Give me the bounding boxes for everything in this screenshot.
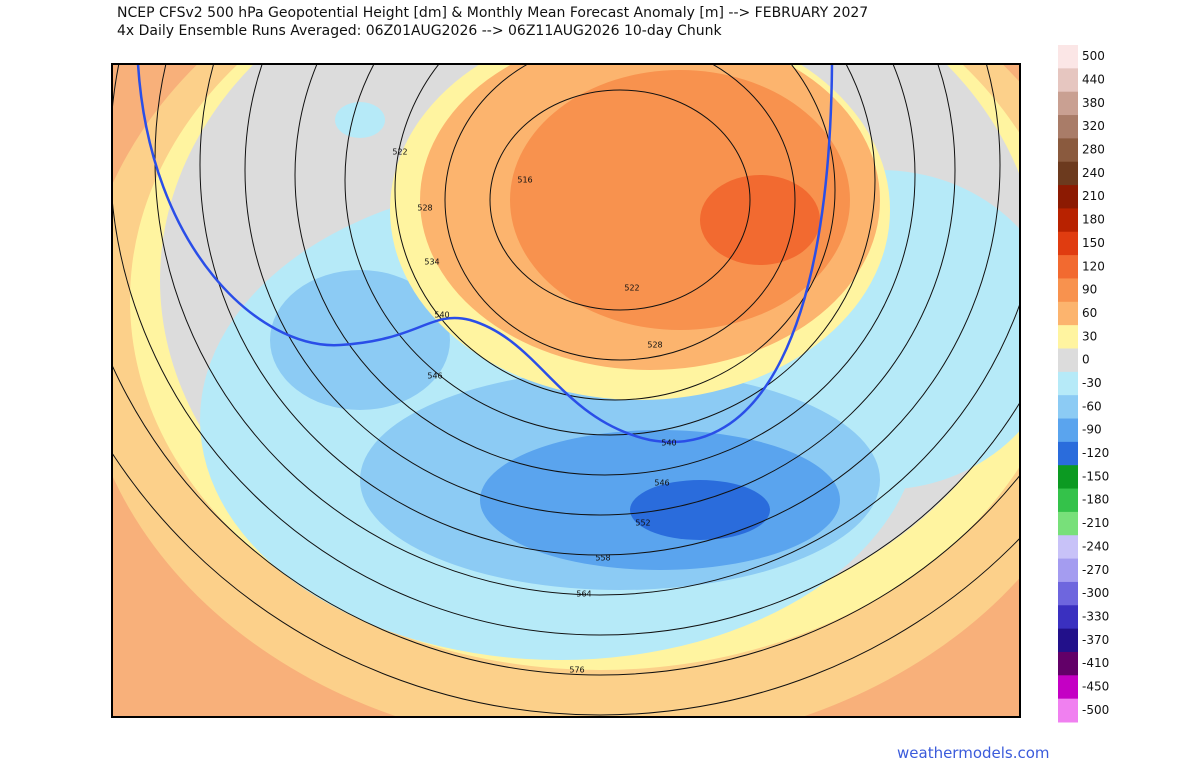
colorbar-label: 380: [1082, 96, 1105, 110]
colorbar-swatch: [1058, 605, 1078, 630]
colorbar-label: -410: [1082, 656, 1109, 670]
colorbar-label: 60: [1082, 306, 1097, 320]
colorbar-label: 0: [1082, 353, 1090, 367]
colorbar-label: 90: [1082, 283, 1097, 297]
colorbar-swatch: [1058, 348, 1078, 373]
title: NCEP CFSv2 500 hPa Geopotential Height […: [117, 5, 869, 21]
colorbar: 500 440 380 320 280 240 210 180 150 120 90 60 30 0 -30…: [1058, 45, 1109, 723]
colorbar-swatch: [1058, 68, 1078, 93]
contour-label: 546: [654, 479, 669, 488]
contour-label: 522: [392, 148, 407, 157]
colorbar-swatch: [1058, 441, 1078, 466]
colorbar-swatch: [1058, 115, 1078, 139]
colorbar-label: -210: [1082, 516, 1109, 530]
colorbar-swatch: [1058, 45, 1078, 69]
colorbar-swatch: [1058, 488, 1078, 513]
contour-label: 516: [517, 176, 532, 185]
colorbar-swatch: [1058, 208, 1078, 233]
contour-label: 546: [427, 372, 442, 381]
colorbar-swatch: [1058, 255, 1078, 279]
colorbar-label: 150: [1082, 236, 1105, 250]
colorbar-swatch: [1058, 185, 1078, 209]
subtitle: 4x Daily Ensemble Runs Averaged: 06Z01AU…: [117, 23, 722, 39]
watermark: weathermodels.com: [897, 744, 1050, 762]
colorbar-swatch: [1058, 325, 1078, 349]
contour-label: 552: [635, 519, 650, 528]
colorbar-swatch: [1058, 628, 1078, 653]
colorbar-label: 320: [1082, 119, 1105, 133]
colorbar-label: -370: [1082, 633, 1109, 647]
contour-label: 564: [576, 590, 591, 599]
colorbar-swatch: [1058, 231, 1078, 256]
colorbar-label: -90: [1082, 423, 1102, 437]
colorbar-swatch: [1058, 418, 1078, 443]
colorbar-swatch: [1058, 138, 1078, 163]
colorbar-label: 240: [1082, 166, 1105, 180]
contour-label: 528: [647, 341, 662, 350]
colorbar-swatch: [1058, 395, 1078, 420]
colorbar-swatch: [1058, 161, 1078, 186]
colorbar-label: 210: [1082, 189, 1105, 203]
contour-label: 522: [624, 284, 639, 293]
colorbar-label: 180: [1082, 213, 1105, 227]
colorbar-swatch: [1058, 535, 1078, 560]
colorbar-label: -240: [1082, 539, 1109, 553]
colorbar-label: -180: [1082, 493, 1109, 507]
colorbar-swatch: [1058, 91, 1078, 116]
colorbar-label: -150: [1082, 469, 1109, 483]
colorbar-label: 440: [1082, 73, 1105, 87]
colorbar-label: 500: [1082, 49, 1105, 63]
colorbar-label: 30: [1082, 329, 1097, 343]
colorbar-label: -330: [1082, 609, 1109, 623]
colorbar-label: -60: [1082, 399, 1102, 413]
contour-label: 534: [424, 258, 439, 267]
contour-label: 576: [569, 666, 584, 675]
colorbar-swatch: [1058, 371, 1078, 396]
colorbar-swatch: [1058, 465, 1078, 490]
colorbar-swatch: [1058, 675, 1078, 700]
contour-label: 540: [661, 439, 676, 448]
colorbar-swatch: [1058, 558, 1078, 583]
map-field: [112, 64, 1020, 717]
colorbar-swatch: [1058, 301, 1078, 326]
colorbar-label: -270: [1082, 563, 1109, 577]
colorbar-swatch: [1058, 698, 1078, 723]
colorbar-label: -500: [1082, 703, 1109, 717]
colorbar-label: -120: [1082, 446, 1109, 460]
colorbar-swatch: [1058, 278, 1078, 303]
colorbar-swatch: [1058, 511, 1078, 536]
colorbar-swatch: [1058, 581, 1078, 606]
colorbar-swatch: [1058, 651, 1078, 676]
colorbar-label: -300: [1082, 586, 1109, 600]
contour-labels: 522 528 534 540 546 516 522 528 540 546 …: [392, 148, 676, 675]
contour-label: 540: [434, 311, 449, 320]
contour-label: 558: [595, 554, 610, 563]
colorbar-label: -450: [1082, 679, 1109, 693]
contour-label: 528: [417, 204, 432, 213]
colorbar-label: -30: [1082, 376, 1102, 390]
colorbar-label: 120: [1082, 259, 1105, 273]
colorbar-label: 280: [1082, 143, 1105, 157]
